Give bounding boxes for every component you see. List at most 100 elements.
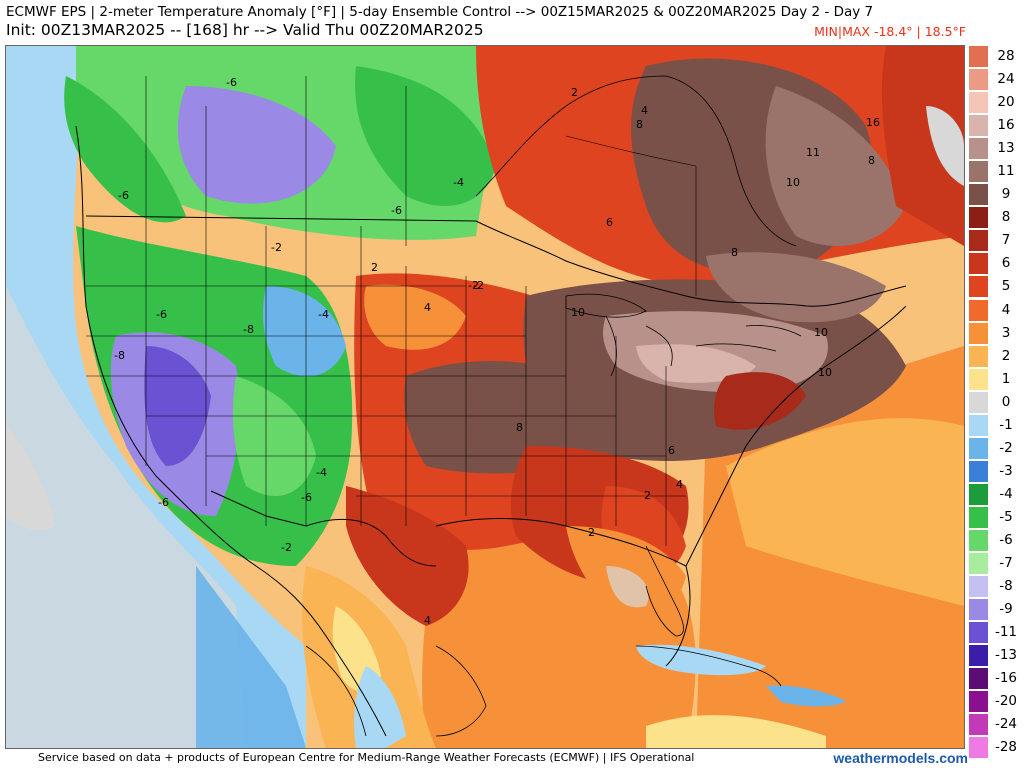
- legend-swatch: [969, 576, 988, 598]
- legend-label: -2: [999, 439, 1013, 456]
- contour-label: 2: [371, 261, 378, 274]
- legend-label: -28: [994, 739, 1018, 756]
- legend-label: -20: [994, 693, 1018, 710]
- legend-entry: 5: [967, 275, 1024, 298]
- contour-label: -8: [114, 349, 125, 362]
- legend-label: 6: [1001, 255, 1011, 272]
- legend-swatch: [969, 299, 988, 321]
- contour-label: -2: [468, 279, 479, 292]
- contour-label: 2: [588, 526, 595, 539]
- legend-label: 2: [1001, 347, 1011, 364]
- legend-swatch: [969, 69, 988, 91]
- contour-label: 6: [606, 216, 613, 229]
- contour-label: 4: [424, 301, 431, 314]
- legend-swatch: [969, 161, 988, 183]
- legend-entry: -5: [967, 506, 1024, 529]
- legend-label: -13: [994, 647, 1018, 664]
- contour-label: 4: [676, 478, 683, 491]
- contour-label: -2: [271, 241, 282, 254]
- legend-label: -5: [999, 508, 1013, 525]
- legend-swatch: [969, 553, 988, 575]
- legend-label: 5: [1001, 278, 1011, 295]
- legend-entry: -13: [967, 644, 1024, 667]
- contour-label: 10: [786, 176, 800, 189]
- legend-swatch: [969, 506, 988, 528]
- legend-entry: 7: [967, 229, 1024, 252]
- contour-label: 6: [668, 444, 675, 457]
- legend-swatch: [969, 599, 988, 621]
- legend-entry: -7: [967, 552, 1024, 575]
- legend-swatch: [969, 115, 988, 137]
- contour-label: -6: [158, 496, 169, 509]
- legend-swatch: [969, 414, 988, 436]
- contour-label: -6: [226, 76, 237, 89]
- legend-swatch: [969, 483, 988, 505]
- contour-label: 8: [516, 421, 523, 434]
- legend-swatch: [969, 253, 988, 275]
- legend-label: -9: [999, 601, 1013, 618]
- contour-label: -4: [453, 176, 464, 189]
- legend-label: 1: [1001, 370, 1011, 387]
- legend-label: -24: [994, 716, 1018, 733]
- legend-label: 24: [997, 71, 1015, 88]
- contour-label: 4: [424, 614, 431, 627]
- legend-entry: 11: [967, 160, 1024, 183]
- legend-entry: -9: [967, 598, 1024, 621]
- contour-label: 4: [641, 104, 648, 117]
- legend-label: -7: [999, 555, 1013, 572]
- legend-label: 28: [997, 48, 1015, 64]
- legend-entry: 6: [967, 252, 1024, 275]
- legend-label: -11: [994, 624, 1018, 641]
- legend-label: 8: [1001, 209, 1011, 226]
- legend-entry: 0: [967, 391, 1024, 414]
- contour-label: -6: [301, 491, 312, 504]
- contour-label: 10: [814, 326, 828, 339]
- legend-label: 20: [997, 94, 1015, 111]
- legend-entry: -11: [967, 621, 1024, 644]
- legend-swatch: [969, 46, 988, 67]
- contour-label: -4: [318, 308, 329, 321]
- legend-entry: 24: [967, 68, 1024, 91]
- legend-swatch: [969, 645, 988, 667]
- legend-entry: 1: [967, 368, 1024, 391]
- legend-entry: 4: [967, 299, 1024, 322]
- contour-label: -6: [391, 204, 402, 217]
- legend-swatch: [969, 230, 988, 252]
- legend-entry: 20: [967, 91, 1024, 114]
- legend-swatch: [969, 184, 988, 206]
- legend-label: 9: [1001, 186, 1011, 203]
- legend-label: 7: [1001, 232, 1011, 249]
- legend-swatch: [969, 460, 988, 482]
- legend-label: -8: [999, 578, 1013, 595]
- legend-swatch: [969, 691, 988, 713]
- legend-entry: -24: [967, 713, 1024, 736]
- legend-label: -3: [999, 462, 1013, 479]
- legend-entry: 16: [967, 114, 1024, 137]
- legend-entry: -8: [967, 575, 1024, 598]
- legend-swatch: [969, 391, 988, 413]
- legend-entry: 8: [967, 206, 1024, 229]
- legend-label: -4: [999, 485, 1013, 502]
- legend-label: -16: [994, 670, 1018, 687]
- legend-swatch: [969, 668, 988, 690]
- brand-link[interactable]: weathermodels.com: [833, 750, 968, 766]
- legend-entry: -20: [967, 690, 1024, 713]
- legend-swatch: [969, 737, 988, 759]
- legend-entry: 28: [967, 45, 1024, 68]
- color-scale-legend: 28 24 20 16 13 11 9 8 7 6 5 4 3 2 1 0 -1 -2 -3 -4 -5 -6 -7 -8 -9…: [967, 45, 1024, 759]
- legend-swatch: [969, 207, 988, 229]
- legend-label: 0: [1001, 393, 1011, 410]
- legend-swatch: [969, 529, 988, 551]
- init-valid-line: Init: 00Z13MAR2025 -- [168] hr --> Valid…: [6, 21, 484, 39]
- data-credit: Service based on data + products of Euro…: [38, 751, 695, 764]
- contour-label: -2: [473, 279, 484, 292]
- legend-label: 11: [997, 163, 1015, 180]
- contour-label: 8: [868, 154, 875, 167]
- legend-swatch: [969, 437, 988, 459]
- legend-entry: -16: [967, 667, 1024, 690]
- contour-label: 11: [806, 146, 820, 159]
- legend-label: -1: [999, 416, 1013, 433]
- legend-entry: -28: [967, 736, 1024, 759]
